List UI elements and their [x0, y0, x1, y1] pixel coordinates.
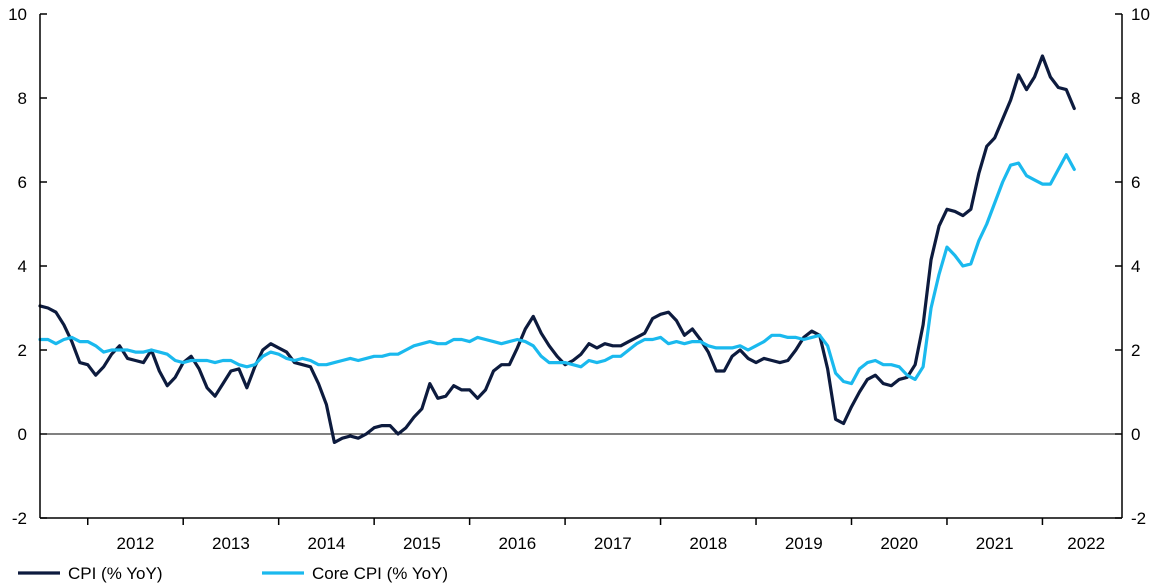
y-tick-label-right: 2	[1131, 341, 1140, 360]
x-tick-label: 2020	[880, 534, 918, 553]
y-tick-label-right: 10	[1131, 5, 1150, 24]
axes	[39, 14, 1123, 519]
y-tick-label-left: 8	[18, 89, 27, 108]
x-tick-label: 2012	[117, 534, 155, 553]
y-tick-label-right: -2	[1131, 509, 1146, 528]
x-tick-label: 2022	[1067, 534, 1105, 553]
x-tick-label: 2021	[976, 534, 1014, 553]
x-tick-label: 2018	[689, 534, 727, 553]
y-tick-label-left: 2	[18, 341, 27, 360]
legend-label-core-cpi: Core CPI (% YoY)	[312, 564, 448, 583]
y-tick-label-right: 0	[1131, 425, 1140, 444]
y-tick-label-left: 6	[18, 173, 27, 192]
y-tick-label-right: 8	[1131, 89, 1140, 108]
x-tick-label: 2016	[498, 534, 536, 553]
y-tick-label-left: -2	[12, 509, 27, 528]
series-line-cpi	[38, 54, 1076, 444]
x-tick-label: 2014	[307, 534, 345, 553]
y-tick-label-right: 4	[1131, 257, 1140, 276]
legend: CPI (% YoY) Core CPI (% YoY)	[18, 564, 448, 583]
series-line-core-cpi	[38, 153, 1076, 386]
y-tick-label-left: 10	[8, 5, 27, 24]
y-tick-label-left: 4	[18, 257, 27, 276]
y-tick-label-left: 0	[18, 425, 27, 444]
legend-label-cpi: CPI (% YoY)	[68, 564, 163, 583]
x-tick-label: 2015	[403, 534, 441, 553]
x-tick-label: 2017	[594, 534, 632, 553]
y-tick-label-right: 6	[1131, 173, 1140, 192]
x-tick-label: 2019	[785, 534, 823, 553]
x-tick-label: 2013	[212, 534, 250, 553]
